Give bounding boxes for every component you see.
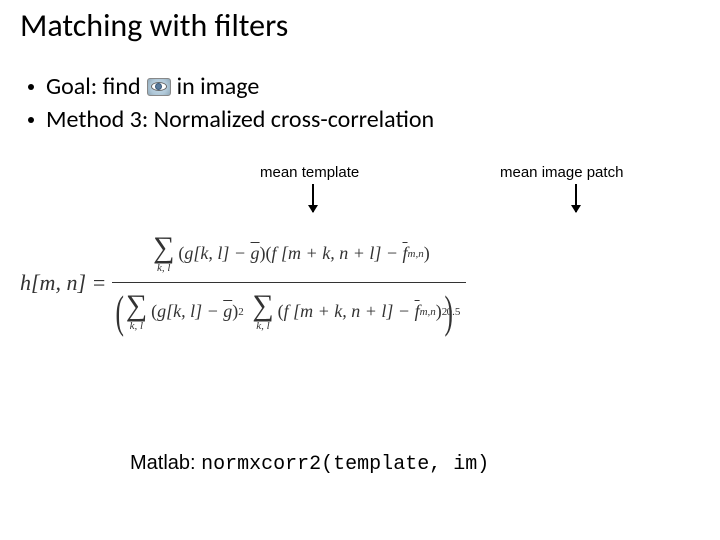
- formula-numerator: ∑ k, l ( g[k, l] − g )( f [m + k, n + l]…: [112, 225, 466, 282]
- sigma-icon: ∑ k, l: [126, 291, 147, 332]
- formula-lhs: h[m, n] =: [20, 270, 112, 296]
- matlab-label: Matlab:: [130, 452, 201, 474]
- slide-title: Matching with filters: [20, 6, 288, 45]
- num-g: g[k, l]: [184, 243, 229, 264]
- bullet-list: Goal: find in image Method 3: Normalized…: [20, 72, 434, 138]
- sigma-icon: ∑ k, l: [153, 233, 174, 274]
- arrow-down-icon: [575, 184, 577, 212]
- num-f: f [m + k, n + l]: [272, 243, 382, 264]
- num-gbar: g: [251, 243, 260, 264]
- eye-template-icon: [147, 78, 171, 96]
- bullet-dot-icon: [28, 117, 34, 123]
- normalized-cross-correlation-formula: h[m, n] = ∑ k, l ( g[k, l] − g )( f [m +…: [20, 225, 700, 340]
- method-text: Method 3: Normalized cross-correlation: [46, 105, 434, 134]
- matlab-code: normxcorr2(template, im): [201, 453, 489, 476]
- formula-fraction: ∑ k, l ( g[k, l] − g )( f [m + k, n + l]…: [112, 225, 466, 340]
- den-gbar: g: [223, 301, 232, 322]
- goal-suffix: in image: [177, 72, 260, 101]
- bullet-dot-icon: [28, 84, 34, 90]
- annotation-mean-patch: mean image patch: [500, 164, 623, 181]
- matlab-line: Matlab: normxcorr2(template, im): [130, 452, 489, 476]
- den-g: g[k, l]: [157, 301, 202, 322]
- sigma-icon: ∑ k, l: [252, 291, 273, 332]
- bullet-method: Method 3: Normalized cross-correlation: [20, 105, 434, 134]
- formula-denominator: ( ∑ k, l ( g[k, l] − g )2 ∑ k, l ( f [m …: [112, 283, 466, 340]
- annotation-mean-template: mean template: [260, 164, 359, 181]
- arrow-down-icon: [312, 184, 314, 212]
- bullet-goal: Goal: find in image: [20, 72, 434, 101]
- goal-prefix: Goal: find: [46, 72, 141, 101]
- den-f: f [m + k, n + l]: [284, 301, 394, 322]
